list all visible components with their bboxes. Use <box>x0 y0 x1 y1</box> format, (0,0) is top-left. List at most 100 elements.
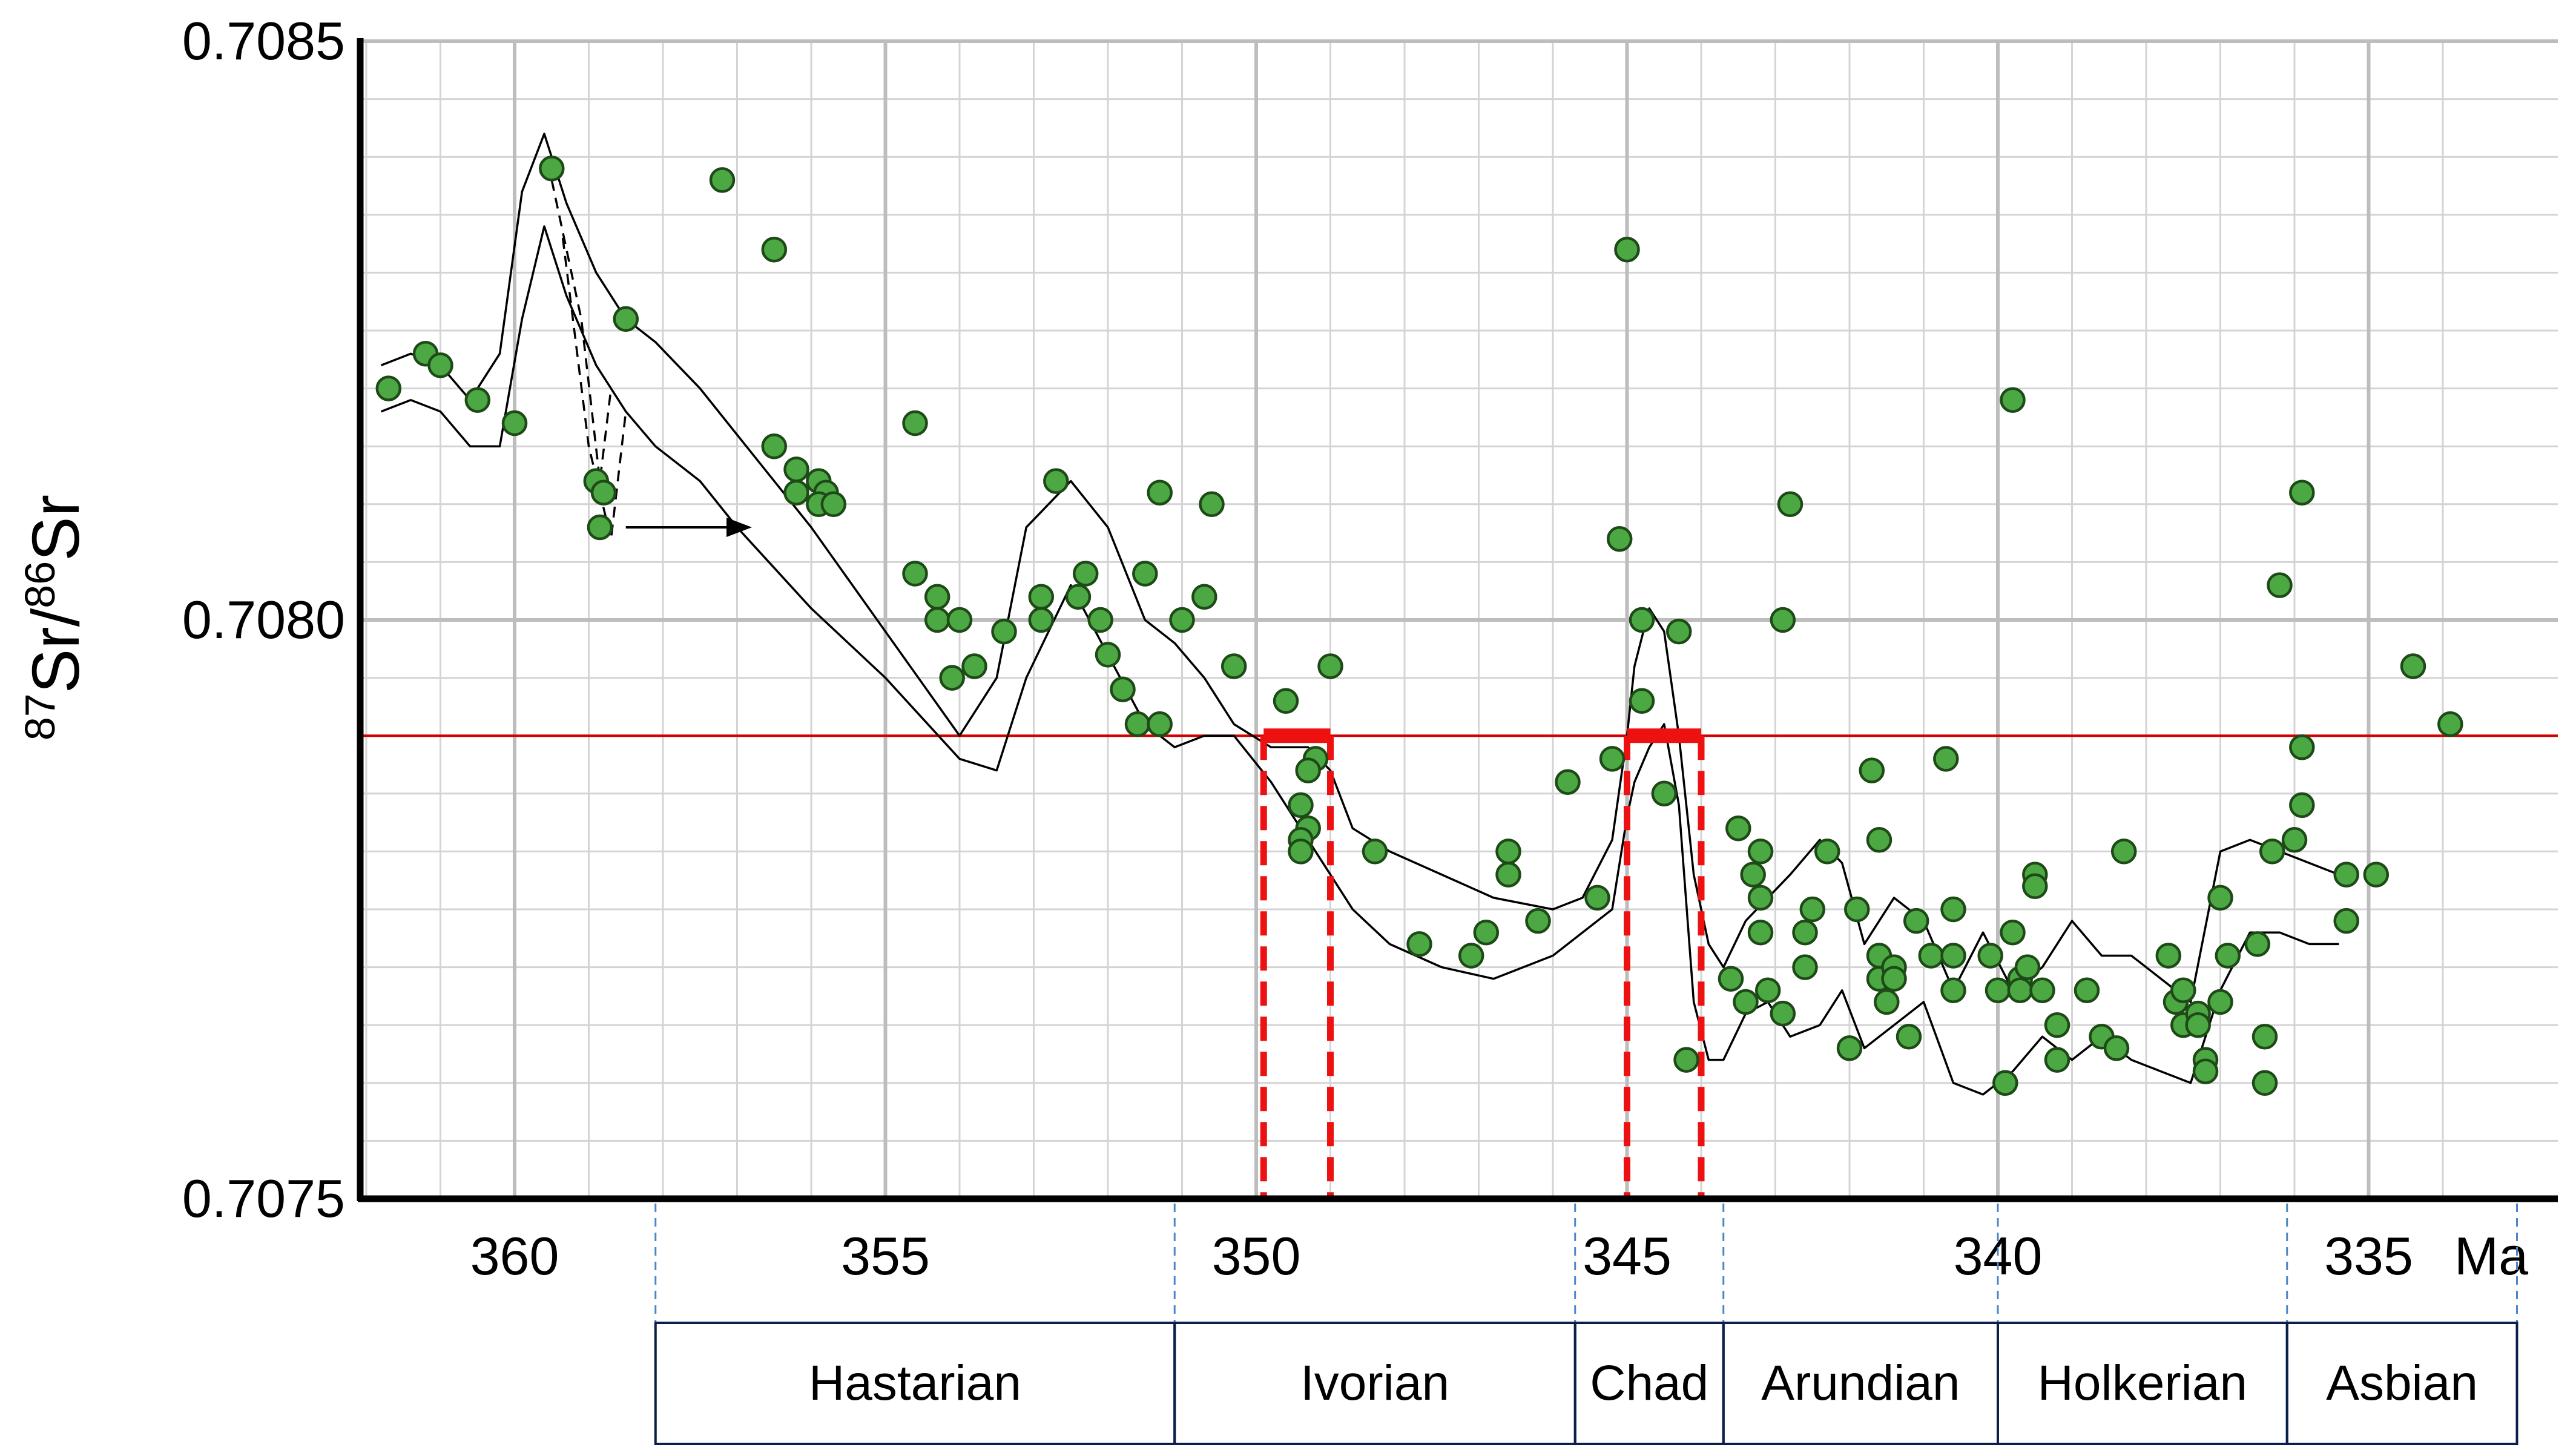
data-point <box>1859 757 1885 783</box>
data-point <box>375 375 402 401</box>
data-point <box>1718 966 1744 992</box>
data-point <box>2000 919 2026 946</box>
data-point <box>1028 584 1055 610</box>
data-point <box>1110 676 1136 702</box>
data-point <box>1199 491 1225 518</box>
data-point <box>1673 1047 1699 1073</box>
data-point <box>1836 1035 1863 1061</box>
stage-label-arundian: Arundian <box>1761 1356 1960 1411</box>
data-point <box>1095 642 1121 668</box>
data-point <box>1406 931 1432 957</box>
data-point <box>2289 479 2315 506</box>
data-point <box>1629 688 1655 714</box>
data-point <box>1747 919 1774 946</box>
y-tick-label: 0.7080 <box>182 590 345 650</box>
data-point <box>1881 966 1907 992</box>
data-point <box>1495 862 1521 888</box>
data-point <box>2207 989 2233 1015</box>
data-point <box>2029 977 2055 1004</box>
x-tick-labels: 360 355 350 345 340 335 <box>470 1226 2413 1286</box>
data-point <box>464 387 491 413</box>
envelope-curves <box>380 133 2340 1096</box>
y-axis-label-sup1: 87 <box>16 693 64 740</box>
data-point <box>1866 827 1892 853</box>
data-point <box>1665 618 1692 645</box>
data-point <box>1147 479 1173 506</box>
excursion-curve-1 <box>550 180 613 481</box>
x-axis-unit-label: Ma <box>2454 1226 2528 1286</box>
data-point <box>1725 815 1751 842</box>
axes <box>357 38 2558 1202</box>
data-point <box>1295 757 1321 783</box>
data-point <box>939 665 965 691</box>
arrow <box>625 518 752 538</box>
data-point <box>2022 873 2048 900</box>
data-point <box>2207 885 2233 911</box>
data-point <box>1740 862 1766 888</box>
data-point <box>1977 943 2003 969</box>
data-point <box>1918 943 1945 969</box>
stage-label-ivorian: Ivorian <box>1300 1356 1449 1411</box>
data-point <box>427 352 453 378</box>
data-point <box>924 607 950 633</box>
data-point <box>1874 989 1900 1015</box>
x-tick-label: 345 <box>1583 1226 1672 1286</box>
data-point <box>1896 1024 1922 1050</box>
data-point <box>1747 885 1774 911</box>
data-point <box>709 167 736 193</box>
data-point <box>501 410 528 437</box>
stage-label-hastarian: Hastarian <box>809 1356 1021 1411</box>
stage-cell <box>2285 1322 2518 1445</box>
data-point <box>761 433 788 460</box>
data-point <box>2252 1024 2278 1050</box>
envelope-lower <box>380 225 2339 1096</box>
data-point <box>1770 1000 1796 1027</box>
y-tick-labels: 0.7075 0.7080 0.7085 <box>182 11 345 1228</box>
arrow-head <box>726 518 752 538</box>
x-tick-label: 355 <box>841 1226 930 1286</box>
data-point <box>1940 977 1966 1004</box>
x-tick-label: 350 <box>1212 1226 1301 1286</box>
data-point <box>1132 561 1158 587</box>
data-point <box>1525 908 1551 934</box>
data-point <box>946 607 973 633</box>
x-tick-label: 335 <box>2324 1226 2413 1286</box>
data-point <box>2244 931 2271 957</box>
data-point <box>2437 711 2463 737</box>
data-point <box>2259 839 2285 865</box>
data-point <box>783 456 809 483</box>
data-point <box>1844 896 1870 923</box>
data-point <box>1940 896 1966 923</box>
data-point <box>902 410 928 437</box>
data-point <box>902 561 928 587</box>
data-point <box>613 306 639 332</box>
y-axis-label: 87Sr/86Sr <box>16 495 93 740</box>
data-point <box>1362 839 1388 865</box>
data-point <box>1792 954 1818 980</box>
data-point <box>1651 780 1678 807</box>
data-point <box>2014 954 2041 980</box>
data-point <box>2192 1058 2219 1084</box>
data-point <box>2074 977 2100 1004</box>
data-point <box>1933 746 1959 772</box>
data-point <box>991 618 1017 645</box>
data-point <box>2007 977 2034 1004</box>
data-point <box>961 653 987 679</box>
data-point <box>1169 607 1195 633</box>
data-point <box>1273 688 1299 714</box>
data-point <box>1288 839 1314 865</box>
data-point <box>1065 584 1092 610</box>
data-point <box>2400 653 2426 679</box>
data-point <box>1799 896 1826 923</box>
y-tick-label: 0.7085 <box>182 11 345 71</box>
data-point <box>1606 526 1633 552</box>
data-point <box>2170 977 2196 1004</box>
stage-label-asbian: Asbian <box>2326 1356 2478 1411</box>
data-point <box>1220 653 1247 679</box>
data-point <box>2044 1047 2070 1073</box>
data-point <box>2103 1035 2130 1061</box>
data-point <box>2185 1012 2211 1038</box>
data-point <box>1777 491 1804 518</box>
data-point <box>1555 769 1581 795</box>
data-point <box>783 479 809 506</box>
